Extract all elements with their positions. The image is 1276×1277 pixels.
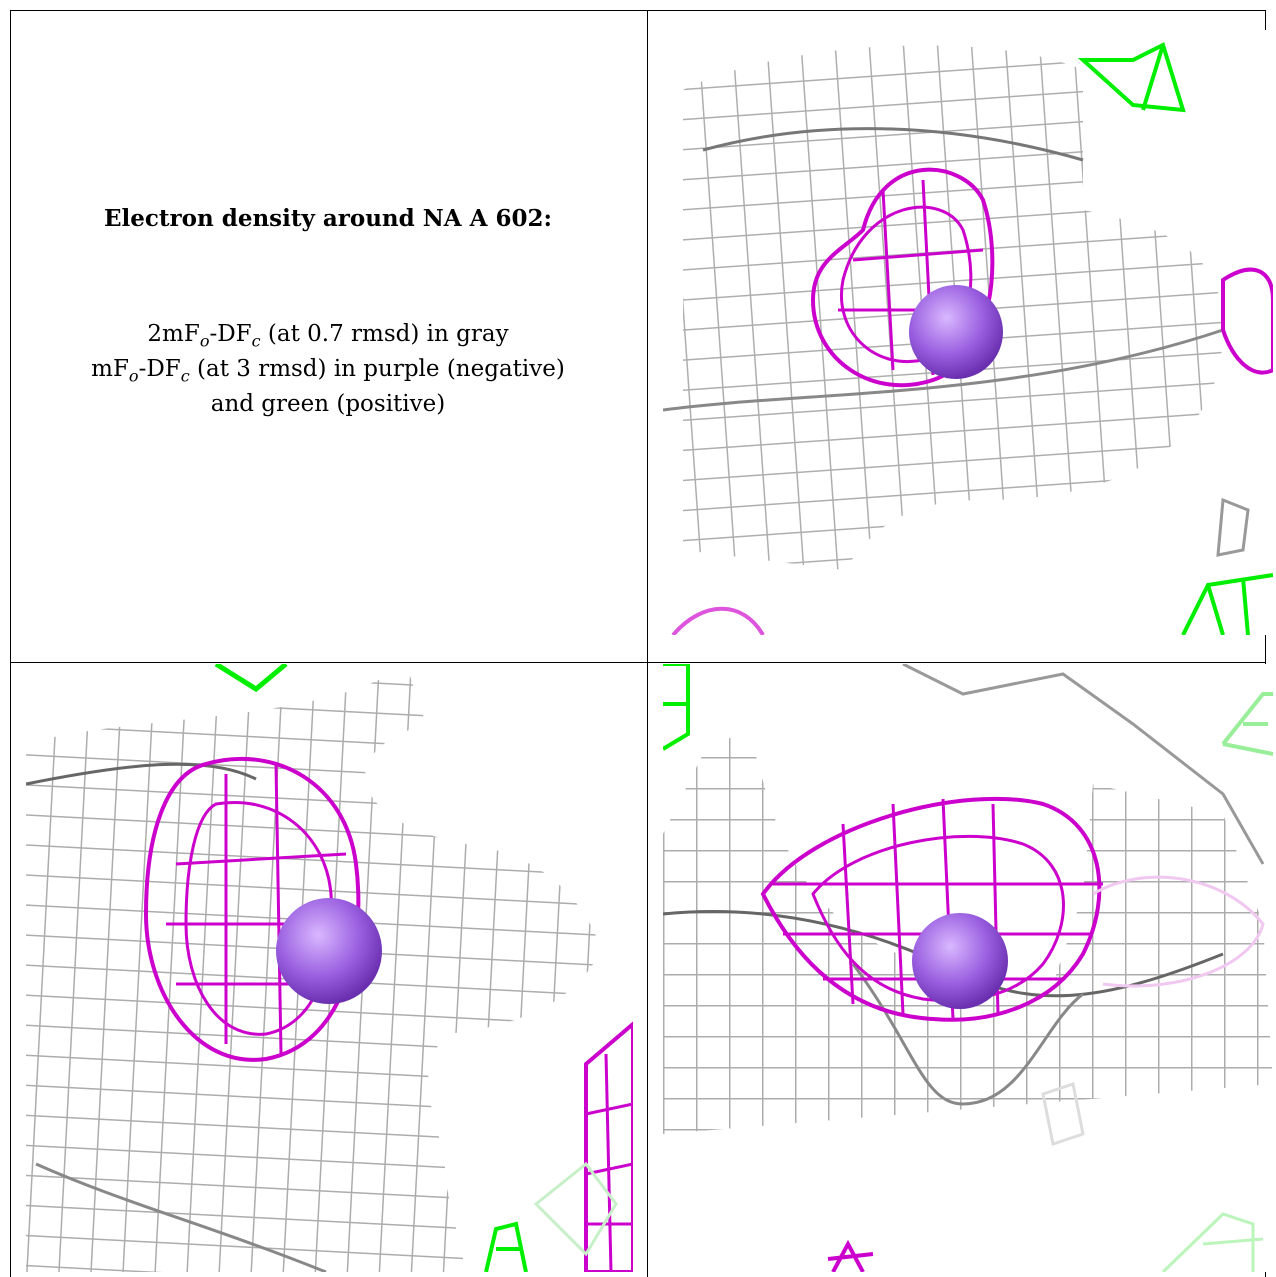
caption-line-3: and green (positive) xyxy=(210,390,446,417)
table-divider-vertical xyxy=(647,10,648,1277)
density-view-bottom-right xyxy=(663,664,1273,1272)
electron-density-mesh-icon xyxy=(26,664,633,1272)
table-divider-horizontal xyxy=(10,662,1266,663)
figure-caption: Electron density around NA A 602: 2mFo-D… xyxy=(10,0,646,662)
caption-body: 2mFo-DFc (at 0.7 rmsd) in gray mFo-DFc (… xyxy=(10,318,646,421)
density-view-top-right xyxy=(663,30,1273,635)
density-view-bottom-left xyxy=(26,664,633,1272)
caption-title: Electron density around NA A 602: xyxy=(104,205,552,232)
table-border-left xyxy=(10,10,11,1277)
table-border-right xyxy=(1265,10,1266,1277)
caption-line-2: mFo-DFc (at 3 rmsd) in purple (negative) xyxy=(91,355,565,386)
table-border-top xyxy=(10,10,1266,11)
electron-density-mesh-icon xyxy=(663,664,1273,1272)
electron-density-mesh-icon xyxy=(663,42,1273,635)
caption-line-1: 2mFo-DFc (at 0.7 rmsd) in gray xyxy=(147,321,509,351)
